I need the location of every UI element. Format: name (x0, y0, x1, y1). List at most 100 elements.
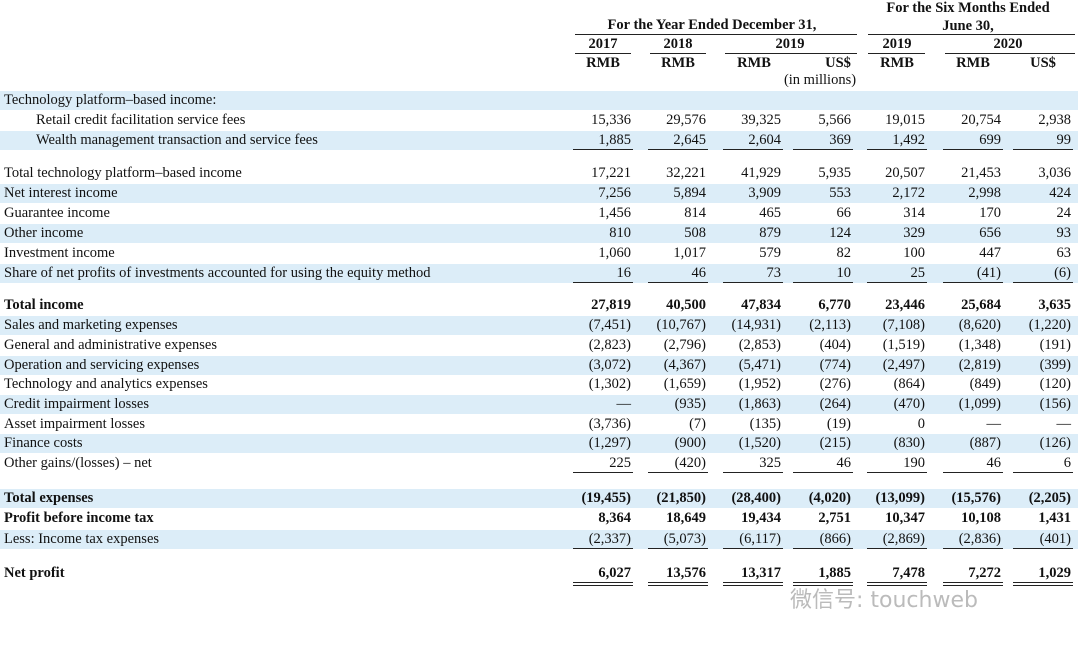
cell-value: (41) (976, 265, 1001, 281)
cell-value: (830) (893, 435, 925, 451)
cell-value: 15,336 (591, 112, 631, 128)
cell-value: (2,819) (958, 357, 1001, 373)
cell-value: (264) (819, 396, 851, 412)
cell-rule (1013, 472, 1073, 473)
cell-value: 46 (691, 265, 707, 281)
cell-rule (648, 282, 708, 283)
cell-value: 18,649 (666, 510, 706, 526)
cell-value: 1,017 (673, 245, 706, 261)
cell-value: (19,455) (581, 490, 631, 506)
cell-value: 20,754 (961, 112, 1001, 128)
cell-rule (723, 548, 783, 549)
cell-value: (3,072) (588, 357, 631, 373)
header-rule (945, 53, 1075, 54)
cell-value: (404) (819, 337, 851, 353)
cell-rule (943, 472, 1003, 473)
cell-value: 29,576 (666, 112, 706, 128)
cell-value: (215) (819, 435, 851, 451)
cell-value: 39,325 (741, 112, 781, 128)
cell-rule (867, 548, 927, 549)
cell-value: 46 (836, 455, 852, 471)
header-rule (575, 34, 857, 35)
cell-value: 2,645 (673, 132, 706, 148)
cell-value: 21,453 (961, 165, 1001, 181)
row-label: Net interest income (4, 185, 118, 201)
cell-value: 190 (903, 455, 925, 471)
row-label: General and administrative expenses (4, 337, 217, 353)
column-group-title: June 30, (942, 18, 994, 34)
row-band (0, 263, 1078, 283)
cell-value: 424 (1049, 185, 1071, 201)
cell-rule (1013, 585, 1073, 586)
cell-value: 508 (684, 225, 706, 241)
cell-value: (7,451) (588, 317, 631, 333)
cell-value: (135) (749, 416, 781, 432)
cell-rule (867, 585, 927, 586)
cell-rule (943, 582, 1003, 583)
row-band (0, 183, 1078, 203)
row-label: Wealth management transaction and servic… (36, 132, 318, 148)
cell-value: (3,736) (588, 416, 631, 432)
cell-value: 329 (903, 225, 925, 241)
header-rule (575, 53, 631, 54)
unit-label: RMB (880, 55, 914, 71)
cell-rule (723, 582, 783, 583)
cell-value: 5,894 (673, 185, 706, 201)
cell-value: 1,456 (598, 205, 631, 221)
cell-value: 2,751 (818, 510, 851, 526)
cell-value: 16 (616, 265, 632, 281)
cell-rule (943, 282, 1003, 283)
cell-value: (1,099) (958, 396, 1001, 412)
cell-value: 10,347 (885, 510, 925, 526)
cell-rule (573, 585, 633, 586)
cell-value: 8,364 (598, 510, 631, 526)
cell-value: 810 (609, 225, 631, 241)
row-label: Other gains/(losses) – net (4, 455, 152, 471)
cell-value: 579 (759, 245, 781, 261)
cell-value: (156) (1039, 396, 1071, 412)
cell-value: (120) (1039, 376, 1071, 392)
cell-value: 99 (1056, 132, 1072, 148)
cell-value: (15,576) (951, 490, 1001, 506)
cell-rule (793, 149, 853, 150)
cell-value: 325 (759, 455, 781, 471)
header-rule (868, 34, 1075, 35)
cell-value: 553 (829, 185, 851, 201)
unit-label: RMB (661, 55, 695, 71)
cell-rule (943, 548, 1003, 549)
cell-rule (573, 149, 633, 150)
row-label: Total expenses (4, 490, 94, 506)
cell-value: 25,684 (961, 297, 1001, 313)
year-label: 2018 (663, 36, 693, 52)
column-group-title: For the Six Months Ended (886, 0, 1050, 16)
cell-value: (401) (1039, 531, 1071, 547)
cell-rule (943, 149, 1003, 150)
row-label: Technology platform–based income: (4, 92, 217, 108)
cell-value: (420) (674, 455, 706, 471)
cell-rule (723, 585, 783, 586)
unit-label: US$ (1030, 55, 1056, 71)
cell-value: (6,117) (739, 531, 781, 547)
cell-value: 27,819 (591, 297, 631, 313)
cell-value: (21,850) (656, 490, 706, 506)
cell-value: 5,935 (818, 165, 851, 181)
cell-value: (7,108) (882, 317, 925, 333)
cell-value: 2,604 (748, 132, 781, 148)
cell-value: (126) (1039, 435, 1071, 451)
cell-value: (7) (689, 416, 706, 432)
cell-value: 369 (829, 132, 851, 148)
cell-value: (2,836) (958, 531, 1001, 547)
row-label: Less: Income tax expenses (4, 531, 160, 547)
cell-value: (2,113) (809, 317, 851, 333)
cell-rule (867, 582, 927, 583)
cell-value: 10,108 (961, 510, 1001, 526)
cell-value: 1,885 (818, 565, 851, 581)
cell-value: (1,659) (663, 376, 706, 392)
cell-value: 46 (986, 455, 1002, 471)
header-rule (650, 53, 706, 54)
cell-value: (1,952) (738, 376, 781, 392)
row-band (0, 355, 1078, 375)
cell-value: 66 (836, 205, 852, 221)
cell-value: 19,434 (741, 510, 781, 526)
unit-note: (in millions) (783, 72, 857, 88)
